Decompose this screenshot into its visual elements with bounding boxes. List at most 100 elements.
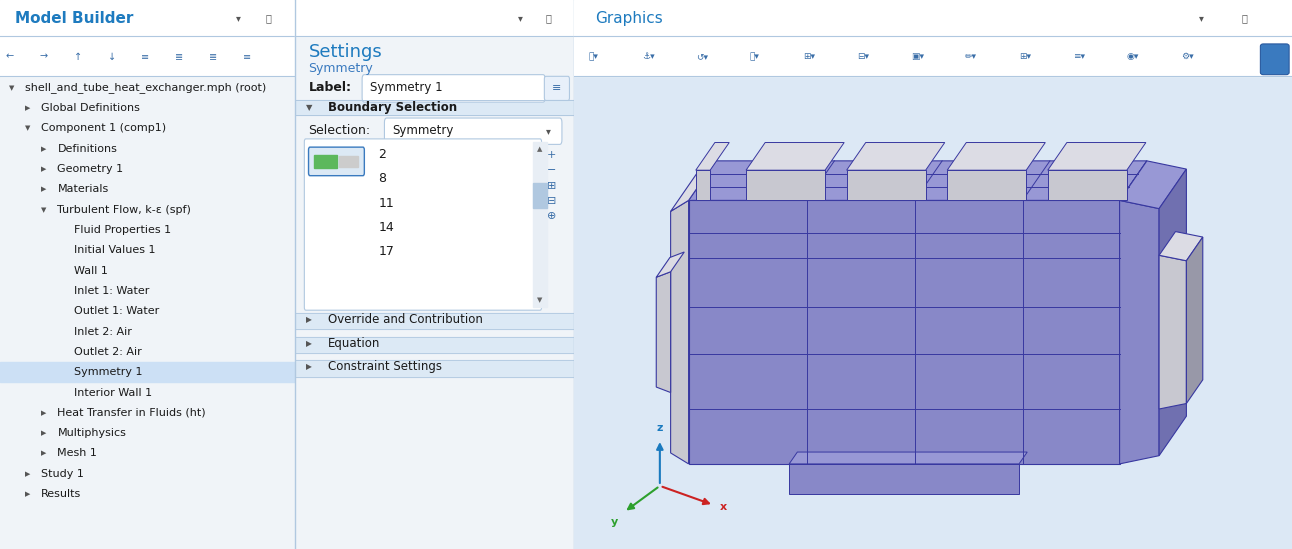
Text: ←: ← bbox=[6, 52, 14, 61]
Text: z: z bbox=[656, 423, 663, 433]
Bar bbox=[295, 100, 574, 115]
Text: ▶: ▶ bbox=[25, 491, 31, 497]
Polygon shape bbox=[656, 252, 685, 277]
Text: ▶: ▶ bbox=[41, 146, 47, 152]
Text: Label:: Label: bbox=[309, 81, 351, 94]
Text: Wall 1: Wall 1 bbox=[74, 266, 107, 276]
Text: ≣: ≣ bbox=[176, 52, 183, 61]
Text: 17: 17 bbox=[379, 245, 394, 258]
Text: Boundary Selection: Boundary Selection bbox=[328, 101, 457, 114]
Text: Multiphysics: Multiphysics bbox=[57, 428, 127, 438]
Text: ≡▾: ≡▾ bbox=[1072, 52, 1085, 61]
Text: Constraint Settings: Constraint Settings bbox=[328, 360, 442, 373]
Text: ▶: ▶ bbox=[306, 339, 311, 348]
Text: Heat Transfer in Fluids (ht): Heat Transfer in Fluids (ht) bbox=[57, 408, 205, 418]
Text: Inlet 1: Water: Inlet 1: Water bbox=[74, 286, 149, 296]
Text: →: → bbox=[40, 52, 48, 61]
Polygon shape bbox=[1159, 169, 1186, 456]
Polygon shape bbox=[1120, 200, 1159, 464]
Bar bbox=[295, 0, 574, 36]
Text: Settings: Settings bbox=[309, 43, 382, 61]
Bar bbox=[574, 76, 1292, 549]
Text: Symmetry: Symmetry bbox=[393, 124, 453, 137]
Text: ⚙▾: ⚙▾ bbox=[1181, 52, 1194, 61]
Text: Symmetry 1: Symmetry 1 bbox=[74, 367, 142, 377]
Text: ⬛▾: ⬛▾ bbox=[749, 52, 760, 61]
Text: shell_and_tube_heat_exchanger.mph (root): shell_and_tube_heat_exchanger.mph (root) bbox=[25, 82, 266, 93]
Text: 📌: 📌 bbox=[545, 13, 552, 23]
Text: ▼: ▼ bbox=[9, 85, 14, 91]
Text: ▣▾: ▣▾ bbox=[911, 52, 924, 61]
Text: Component 1 (comp1): Component 1 (comp1) bbox=[41, 124, 167, 133]
FancyBboxPatch shape bbox=[305, 139, 541, 310]
Polygon shape bbox=[745, 170, 826, 200]
Text: ▶: ▶ bbox=[25, 105, 31, 111]
Text: 📌: 📌 bbox=[265, 13, 271, 23]
Text: ↓: ↓ bbox=[107, 52, 116, 61]
Text: ⊞: ⊞ bbox=[547, 181, 556, 191]
Text: ▲: ▲ bbox=[537, 146, 543, 152]
Text: Graphics: Graphics bbox=[596, 10, 663, 26]
FancyBboxPatch shape bbox=[1261, 44, 1289, 75]
Polygon shape bbox=[1186, 237, 1203, 404]
Text: ▼: ▼ bbox=[41, 207, 47, 212]
Text: Selection:: Selection: bbox=[309, 124, 371, 137]
Polygon shape bbox=[745, 143, 844, 170]
Text: ▶: ▶ bbox=[41, 410, 47, 416]
Text: Symmetry 1: Symmetry 1 bbox=[370, 81, 443, 94]
Text: ≣: ≣ bbox=[209, 52, 217, 61]
Text: ▶: ▶ bbox=[41, 166, 47, 172]
Text: Materials: Materials bbox=[57, 184, 109, 194]
Text: Interior Wall 1: Interior Wall 1 bbox=[74, 388, 151, 397]
Polygon shape bbox=[947, 143, 1045, 170]
Text: ▼: ▼ bbox=[306, 103, 313, 112]
Text: −: − bbox=[547, 165, 556, 175]
Text: +: + bbox=[547, 150, 556, 160]
Text: Fluid Properties 1: Fluid Properties 1 bbox=[74, 225, 171, 235]
Polygon shape bbox=[789, 452, 1027, 464]
Text: ≡: ≡ bbox=[552, 83, 562, 93]
Bar bbox=[339, 156, 358, 167]
Text: ▾: ▾ bbox=[547, 126, 550, 136]
Text: 8: 8 bbox=[379, 172, 386, 186]
Text: Global Definitions: Global Definitions bbox=[41, 103, 140, 113]
Polygon shape bbox=[689, 200, 1120, 464]
Bar bbox=[295, 360, 574, 377]
Text: ◉▾: ◉▾ bbox=[1127, 52, 1140, 61]
FancyBboxPatch shape bbox=[362, 75, 545, 102]
Text: 14: 14 bbox=[379, 221, 394, 234]
Text: Outlet 1: Water: Outlet 1: Water bbox=[74, 306, 159, 316]
Text: Turbulent Flow, k-ε (spf): Turbulent Flow, k-ε (spf) bbox=[57, 205, 191, 215]
FancyBboxPatch shape bbox=[309, 147, 364, 176]
Polygon shape bbox=[689, 161, 1147, 200]
Polygon shape bbox=[1048, 143, 1146, 170]
FancyBboxPatch shape bbox=[544, 76, 570, 100]
Bar bbox=[534, 183, 547, 208]
Text: ⊟▾: ⊟▾ bbox=[858, 52, 870, 61]
Bar bbox=[314, 155, 337, 168]
Text: ▶: ▶ bbox=[41, 451, 47, 456]
FancyBboxPatch shape bbox=[385, 118, 562, 144]
Polygon shape bbox=[846, 143, 944, 170]
Polygon shape bbox=[696, 170, 711, 200]
Text: Override and Contribution: Override and Contribution bbox=[328, 313, 483, 326]
Text: ≡: ≡ bbox=[141, 52, 150, 61]
Text: ▶: ▶ bbox=[41, 430, 47, 436]
Polygon shape bbox=[671, 161, 716, 211]
Text: ▶: ▶ bbox=[306, 362, 311, 371]
Text: ▶: ▶ bbox=[306, 315, 311, 324]
Polygon shape bbox=[1159, 255, 1186, 409]
Text: ↑: ↑ bbox=[74, 52, 81, 61]
Polygon shape bbox=[1120, 161, 1186, 209]
Text: Symmetry: Symmetry bbox=[309, 62, 373, 75]
Bar bbox=[295, 337, 574, 353]
Text: 11: 11 bbox=[379, 197, 394, 210]
Text: 🔍▾: 🔍▾ bbox=[588, 52, 598, 61]
Text: x: x bbox=[720, 502, 726, 512]
Text: Definitions: Definitions bbox=[57, 144, 118, 154]
Polygon shape bbox=[1120, 161, 1147, 464]
Polygon shape bbox=[947, 170, 1026, 200]
Text: ⊞▾: ⊞▾ bbox=[804, 52, 815, 61]
Text: Outlet 2: Air: Outlet 2: Air bbox=[74, 347, 141, 357]
Text: ▶: ▶ bbox=[25, 471, 31, 477]
